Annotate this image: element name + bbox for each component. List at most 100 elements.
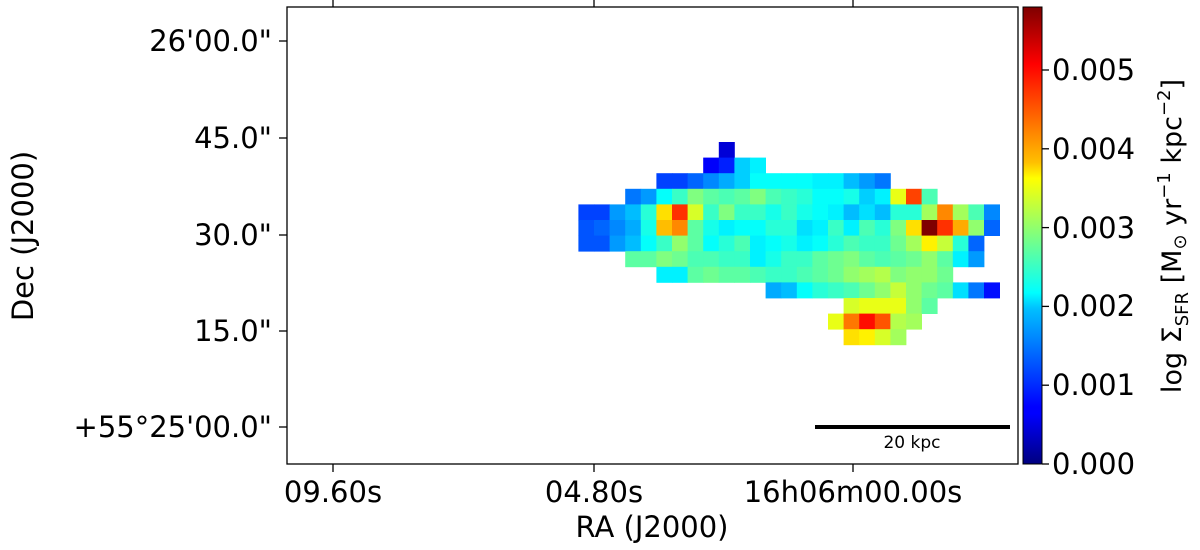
heatmap-pixel (843, 235, 860, 252)
heatmap-pixel (781, 173, 798, 190)
heatmap-pixel (937, 266, 954, 283)
heatmap-pixel (843, 298, 860, 314)
heatmap-pixel (843, 204, 860, 221)
heatmap-pixel (640, 188, 657, 205)
x-tick-label: 09.60s (284, 475, 382, 509)
x-tick-label: 04.80s (545, 475, 643, 509)
heatmap-pixel (672, 235, 688, 252)
heatmap-pixel (672, 220, 688, 236)
heatmap-pixel (828, 204, 844, 221)
heatmap-pixel (984, 220, 1000, 236)
heatmap-pixel (781, 235, 798, 252)
heatmap-pixel (890, 235, 907, 252)
colorbar-tick-label: 0.005 (1052, 53, 1135, 87)
heatmap-pixel (968, 220, 985, 236)
heatmap-pixel (828, 220, 844, 236)
heatmap-pixel (718, 173, 735, 190)
heatmap-pixel (750, 204, 766, 221)
heatmap-pixel (718, 220, 735, 236)
colorbar-label: log ΣSFR [M⊙ yr−1 kpc−2] (1154, 79, 1193, 393)
heatmap-pixel (984, 204, 1000, 221)
heatmap-pixel (843, 251, 860, 268)
heatmap-pixel (703, 157, 720, 174)
heatmap-pixel (859, 282, 876, 299)
heatmap-pixel (750, 235, 766, 252)
scale-bar-label: 20 kpc (883, 433, 940, 453)
colorbar-tick-label: 0.003 (1052, 211, 1135, 245)
heatmap-pixel (874, 173, 891, 190)
heatmap-pixel (687, 188, 704, 205)
heatmap-pixels (578, 142, 1000, 346)
colorbar-label-sub: SFR (1172, 292, 1193, 326)
heatmap-pixel (734, 157, 751, 174)
heatmap-pixel (765, 220, 782, 236)
heatmap-pixel (656, 220, 673, 236)
heatmap-pixel (609, 235, 626, 252)
colorbar-label-exp2: −2 (1154, 89, 1175, 116)
heatmap-pixel (640, 251, 657, 268)
heatmap-pixel (859, 188, 876, 205)
heatmap-pixel (703, 251, 720, 268)
heatmap-pixel (843, 329, 860, 346)
heatmap-pixel (625, 235, 642, 252)
heatmap-pixel (812, 235, 829, 252)
heatmap-pixel (703, 266, 720, 283)
heatmap-pixel (703, 220, 720, 236)
heatmap-pixel (750, 173, 766, 190)
heatmap-pixel (609, 220, 626, 236)
heatmap-pixel (750, 157, 766, 174)
heatmap-pixel (874, 313, 891, 330)
heatmap-pixel (921, 282, 938, 299)
heatmap-pixel (906, 235, 922, 252)
heatmap-pixel (890, 282, 907, 299)
heatmap-pixel (890, 329, 907, 346)
heatmap-pixel (656, 204, 673, 221)
heatmap-pixel (906, 204, 922, 221)
heatmap-pixel (781, 251, 798, 268)
heatmap-pixel (874, 204, 891, 221)
heatmap-pixel (952, 220, 969, 236)
heatmap-pixel (781, 204, 798, 221)
heatmap-pixel (828, 251, 844, 268)
heatmap-pixel (656, 188, 673, 205)
colorbar-label-main: log Σ (1157, 326, 1188, 393)
heatmap-pixel (718, 266, 735, 283)
heatmap-pixel (703, 235, 720, 252)
heatmap-pixel (734, 204, 751, 221)
heatmap-pixel (625, 251, 642, 268)
heatmap-pixel (796, 266, 813, 283)
heatmap-pixel (906, 313, 922, 330)
heatmap-pixel (796, 282, 813, 299)
y-tick-label: +55°25'00.0" (74, 410, 272, 444)
heatmap-pixel (687, 220, 704, 236)
heatmap-pixel (625, 204, 642, 221)
colorbar-label-yr: yr (1157, 198, 1188, 235)
colorbar-tick-label: 0.002 (1052, 289, 1135, 323)
heatmap-pixel (734, 266, 751, 283)
heatmap-pixel (906, 220, 922, 236)
heatmap-pixel (718, 188, 735, 205)
heatmap-pixel (672, 251, 688, 268)
heatmap-pixel (656, 173, 673, 190)
heatmap-pixel (874, 298, 891, 314)
heatmap-pixel (921, 235, 938, 252)
heatmap-pixel (812, 173, 829, 190)
heatmap-pixel (812, 251, 829, 268)
heatmap-pixel (843, 282, 860, 299)
heatmap-pixel (890, 266, 907, 283)
heatmap-pixel (828, 282, 844, 299)
heatmap-pixel (906, 282, 922, 299)
heatmap-pixel (890, 204, 907, 221)
heatmap-pixel (906, 188, 922, 205)
heatmap-pixel (921, 188, 938, 205)
heatmap-pixel (952, 204, 969, 221)
heatmap-pixel (812, 204, 829, 221)
heatmap-pixel (843, 220, 860, 236)
heatmap-pixel (890, 298, 907, 314)
heatmap-pixel (906, 251, 922, 268)
heatmap-pixel (687, 204, 704, 221)
heatmap-pixel (843, 266, 860, 283)
x-tick-label: 16h06m00.00s (744, 475, 963, 509)
heatmap-pixel (672, 204, 688, 221)
